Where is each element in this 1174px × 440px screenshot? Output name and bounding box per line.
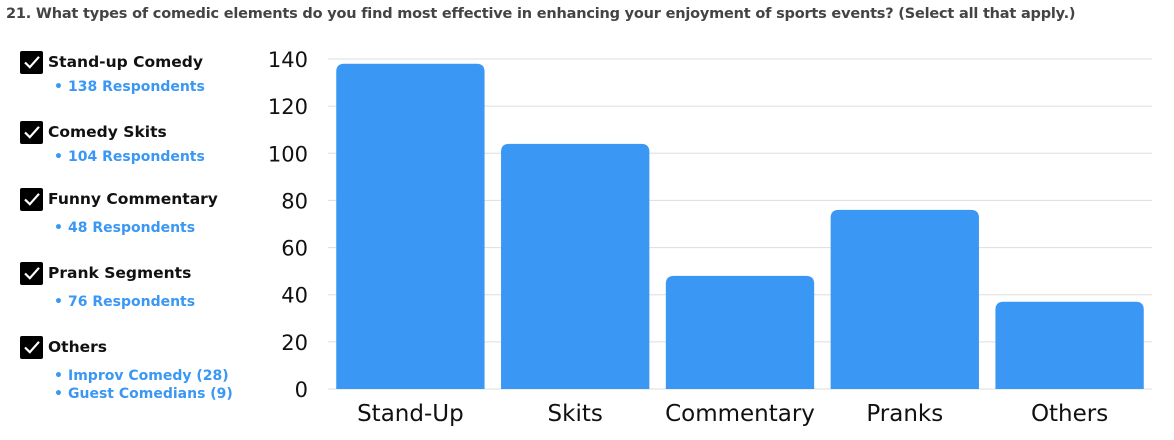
- question-title: 21. What types of comedic elements do yo…: [6, 6, 1076, 22]
- checkbox-checked-icon[interactable]: [20, 187, 43, 211]
- y-tick-label: 120: [268, 95, 308, 119]
- y-tick-label: 40: [281, 284, 308, 308]
- bar-pranks: [830, 209, 979, 389]
- option-detail: • 48 Respondents: [54, 220, 196, 236]
- bar-others: [995, 301, 1144, 389]
- x-tick-label: Skits: [548, 401, 603, 427]
- y-tick-label: 80: [281, 189, 308, 213]
- checkbox-checked-icon[interactable]: [20, 261, 43, 285]
- y-tick-label: 20: [281, 331, 308, 355]
- bar-chart-svg: 0 20 40 60 80 100 120 140 Stand-Up Skits Commentar…: [268, 48, 1152, 427]
- option-detail: • 76 Respondents: [54, 294, 196, 310]
- option-label: Prank Segments: [48, 264, 192, 282]
- bar-stand-up: [336, 63, 485, 389]
- bar-commentary: [665, 275, 815, 389]
- checkbox-checked-icon[interactable]: [20, 120, 43, 144]
- option-stand-up-comedy[interactable]: Stand-up Comedy • 138 Respondents: [20, 50, 260, 96]
- y-tick-label: 60: [281, 237, 308, 261]
- x-tick-label: Pranks: [866, 401, 943, 427]
- option-label: Funny Commentary: [48, 190, 218, 208]
- option-others[interactable]: Others • Improv Comedy (28) • Guest Comedi…: [20, 335, 260, 403]
- x-tick-label: Commentary: [665, 401, 815, 427]
- option-detail: • Improv Comedy (28): [54, 368, 229, 384]
- option-label: Comedy Skits: [48, 123, 167, 141]
- option-label: Stand-up Comedy: [48, 53, 204, 71]
- x-tick-label: Stand-Up: [357, 401, 464, 427]
- bar-skits: [501, 143, 650, 389]
- y-tick-label: 100: [268, 142, 308, 166]
- option-comedy-skits[interactable]: Comedy Skits • 104 Respondents: [20, 120, 260, 166]
- option-label: Others: [48, 338, 108, 356]
- bar-chart: 0 20 40 60 80 100 120 140 Stand-Up Skits Commentar…: [262, 48, 1164, 436]
- option-detail: • 104 Respondents: [54, 149, 205, 165]
- y-tick-label: 0: [295, 378, 308, 402]
- option-funny-commentary[interactable]: Funny Commentary • 48 Respondents: [20, 187, 260, 237]
- option-detail: • 138 Respondents: [54, 79, 205, 95]
- checkbox-checked-icon[interactable]: [20, 335, 43, 359]
- x-tick-label: Others: [1031, 401, 1108, 427]
- y-tick-label: 140: [268, 48, 308, 72]
- option-detail: • Guest Comedians (9): [54, 386, 233, 402]
- checkbox-checked-icon[interactable]: [20, 50, 43, 74]
- option-prank-segments[interactable]: Prank Segments • 76 Respondents: [20, 261, 260, 311]
